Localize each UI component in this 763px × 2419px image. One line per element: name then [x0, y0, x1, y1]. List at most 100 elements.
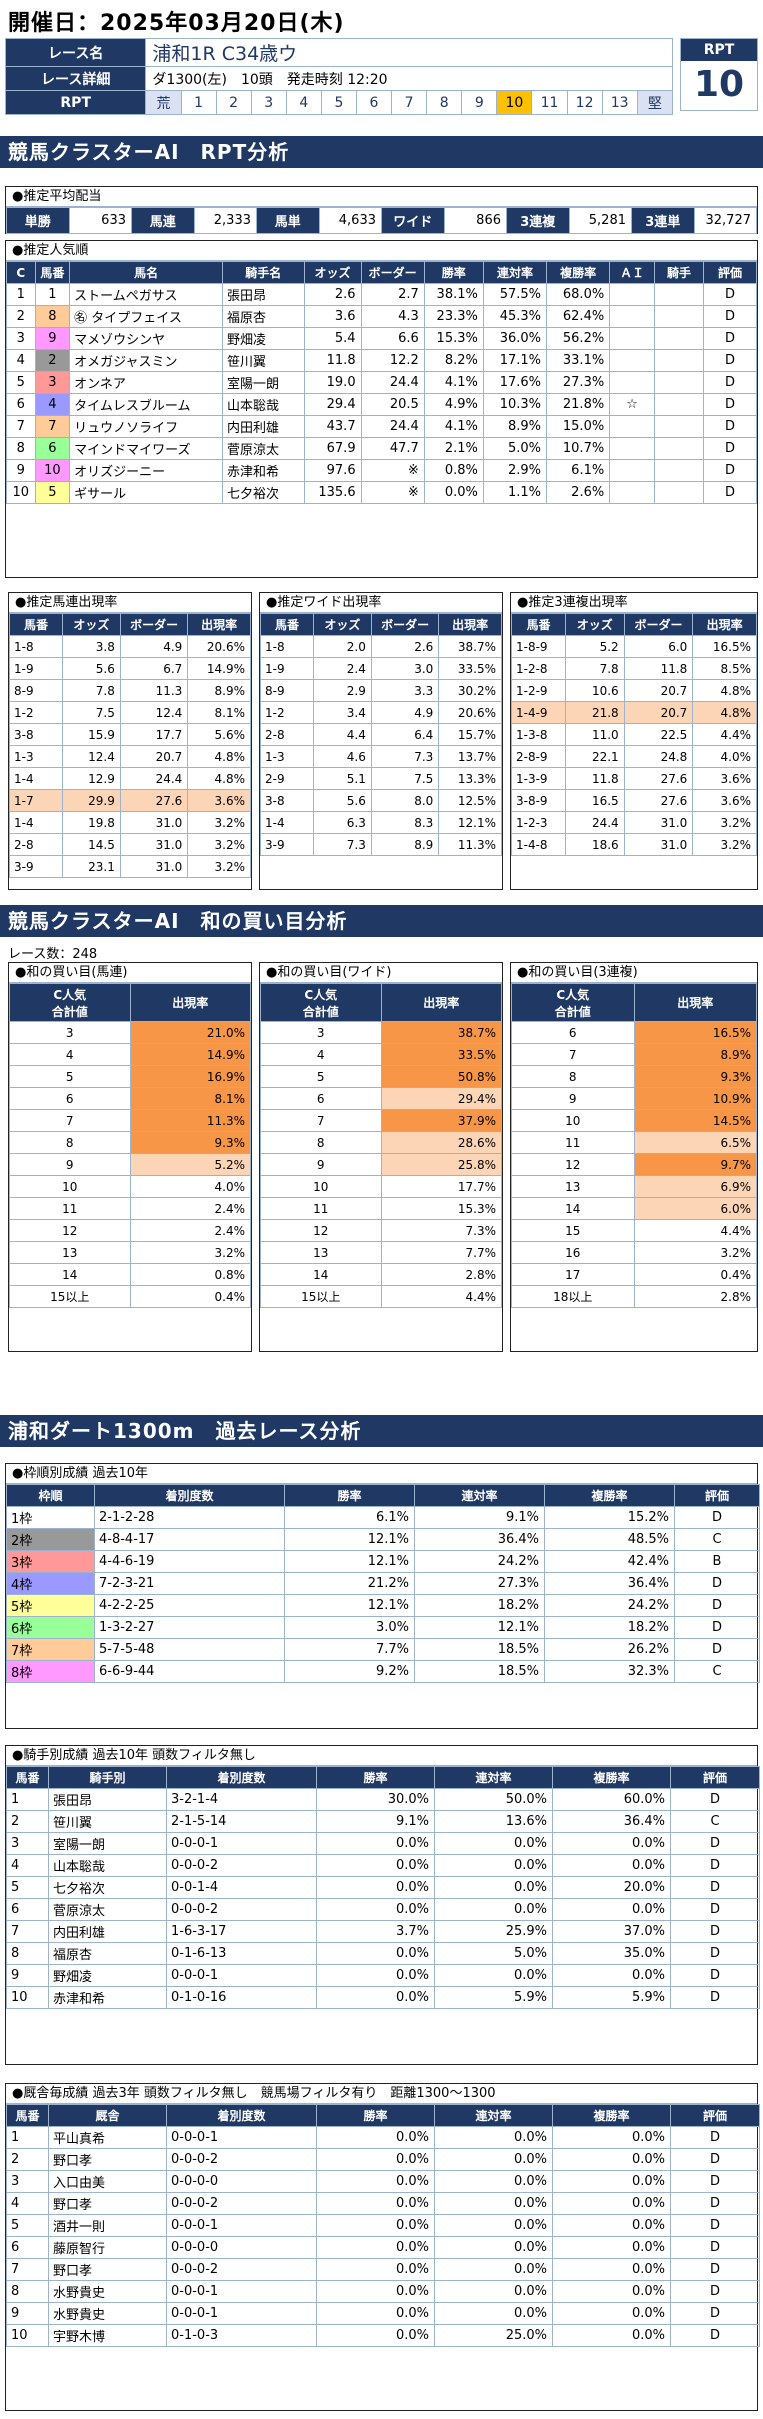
horse-number: 7 [6, 2258, 49, 2281]
stats-header: 勝率 [284, 1484, 415, 1507]
horse-number: 9 [6, 1964, 49, 1987]
finish-counts: 0-1-6-13 [166, 1942, 317, 1965]
top2-rate: 2.9% [482, 459, 548, 482]
finish-counts: 6-6-9-44 [94, 1660, 285, 1683]
stats-header: 着別度数 [94, 1484, 285, 1507]
border: ※ [360, 481, 425, 504]
rpt-scale-cell: 3 [250, 90, 287, 115]
rate: 8.5% [692, 657, 757, 680]
horse-name: タイムレスブルーム [69, 393, 224, 416]
combo: 3-9 [259, 833, 315, 856]
combo: 3-9 [8, 855, 64, 878]
horse-name: マメゾウシンヤ [69, 327, 224, 350]
rate: 3.6% [187, 789, 251, 812]
border: 31.0 [119, 833, 189, 856]
sum-value: 16 [511, 1241, 635, 1264]
sum-value: 5 [9, 1065, 131, 1088]
rpt-scale-cell: 5 [320, 90, 357, 115]
border: 6.0 [623, 635, 694, 658]
sanren-table: 馬番 オッズ ボーダー 出現率 1-8-9 5.2 6.0 16.5% 1-2-8 7.8 11.8… [511, 613, 757, 856]
combo: 1-4 [8, 767, 64, 790]
sum-value: 13 [511, 1175, 635, 1198]
horse-number: 6 [34, 437, 71, 460]
sum-value: 11 [9, 1197, 131, 1220]
top2-rate: 24.2% [414, 1550, 545, 1573]
rating: D [702, 393, 758, 416]
sum-value: 12 [260, 1219, 382, 1242]
top3-rate: 0.0% [552, 2126, 671, 2149]
odds: 11.8 [303, 349, 362, 372]
border: 20.7 [119, 745, 189, 768]
top3-rate: 18.2% [544, 1616, 675, 1639]
horse-number: 2 [6, 2148, 49, 2171]
rate: 17.7% [380, 1175, 502, 1198]
stats-header: 勝率 [316, 1766, 435, 1789]
sum-value: 15 [511, 1219, 635, 1242]
combo: 1-4-8 [511, 833, 566, 856]
top2-rate: 17.1% [482, 349, 548, 372]
combo: 3-8-9 [511, 789, 566, 812]
win-rate: 12.1% [284, 1528, 415, 1551]
jockey-mark [654, 437, 704, 460]
top2-rate: 0.0% [434, 2170, 553, 2193]
rate: 9.3% [633, 1065, 757, 1088]
rating: D [674, 1594, 760, 1617]
combo: 1-3 [8, 745, 64, 768]
finish-counts: 0-0-0-2 [166, 2192, 317, 2215]
win-rate: 4.9% [423, 393, 484, 416]
top2-rate: 45.3% [482, 305, 548, 328]
jockey-name: 内田利雄 [48, 1920, 167, 1943]
horse-number: 3 [34, 371, 71, 394]
border: 7.5 [370, 767, 440, 790]
odds: 24.4 [564, 811, 625, 834]
rate: 6.9% [633, 1175, 757, 1198]
combo: 1-3-9 [511, 767, 566, 790]
finish-counts: 0-0-0-2 [166, 1854, 317, 1877]
jockey-name: 菅原涼太 [48, 1898, 167, 1921]
rpt-label: RPT [4, 90, 147, 115]
finish-counts: 0-0-0-0 [166, 2170, 317, 2193]
top2-rate: 25.0% [434, 2324, 553, 2347]
win-rate: 0.0% [316, 2214, 435, 2237]
win-rate: 7.7% [284, 1638, 415, 1661]
pop-rank: 10 [6, 481, 36, 504]
top2-rate: 17.6% [482, 371, 548, 394]
rate: 3.2% [692, 833, 757, 856]
rating: D [702, 283, 758, 306]
popularity-title: ●推定人気順 [6, 241, 757, 261]
rating: D [670, 2170, 760, 2193]
sum-value: 7 [9, 1109, 131, 1132]
odds: 7.3 [313, 833, 372, 856]
jockey-name: 七夕裕次 [222, 481, 305, 504]
top3-rate: 35.0% [552, 1942, 671, 1965]
stats-header: 枠順 [6, 1484, 95, 1507]
top3-rate: 6.1% [546, 459, 611, 482]
win-rate: 6.1% [284, 1506, 415, 1529]
rate: 0.8% [129, 1263, 251, 1286]
rating: D [674, 1506, 760, 1529]
win-rate: 38.1% [423, 283, 484, 306]
odds: 7.8 [62, 679, 121, 702]
mini-header: 馬番 [511, 613, 566, 636]
odds: 43.7 [303, 415, 362, 438]
rate: 3.6% [692, 767, 757, 790]
top2-rate: 0.0% [434, 1854, 553, 1877]
rate: 3.2% [187, 855, 251, 878]
stable-name: 水野貴史 [48, 2302, 167, 2325]
horse-number: 6 [6, 2236, 49, 2259]
rating: D [702, 305, 758, 328]
pop-rank: 9 [6, 459, 36, 482]
finish-counts: 0-0-0-2 [166, 1898, 317, 1921]
pop-header: C [6, 261, 36, 284]
payout-type: ワイド [381, 207, 445, 234]
horse-number: 10 [6, 2324, 49, 2347]
top3-rate: 0.0% [552, 2148, 671, 2171]
ai-mark [609, 459, 656, 482]
sum-value: 11 [511, 1131, 635, 1154]
wide-title: ●推定ワイド出現率 [260, 593, 502, 613]
odds: 23.1 [62, 855, 121, 878]
sum-value: 6 [9, 1087, 131, 1110]
waku-number: 1枠 [6, 1506, 95, 1529]
sum-value: 17 [511, 1263, 635, 1286]
rate: 3.2% [187, 811, 251, 834]
